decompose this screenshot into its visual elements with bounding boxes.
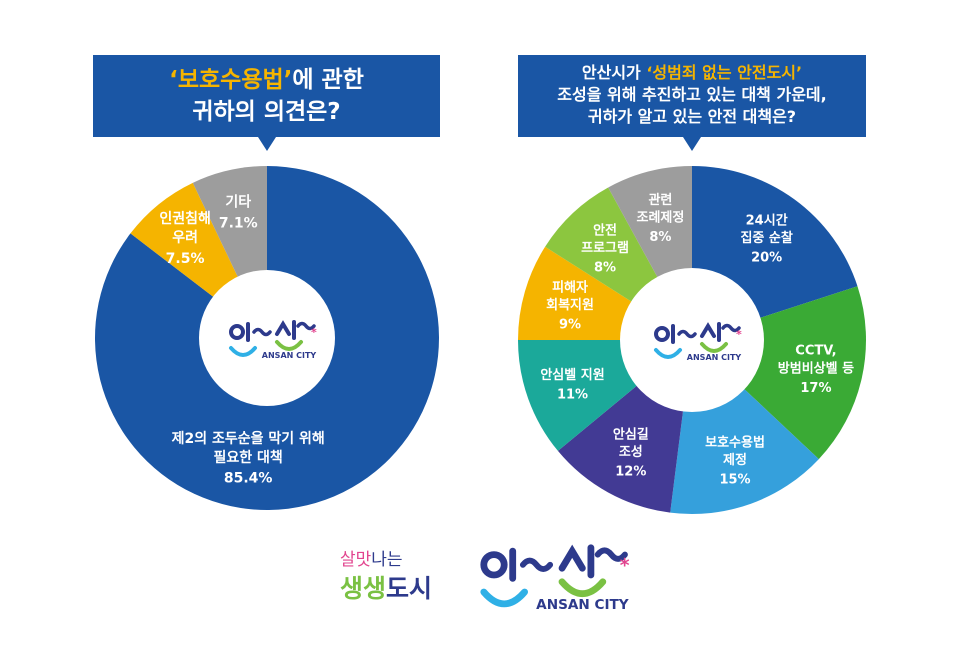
slice-label: 조성 <box>619 445 643 460</box>
right-title-pre: 안산시가 <box>581 63 647 82</box>
svg-text:*: * <box>620 556 630 577</box>
slice-value-label: 7.5% <box>166 251 205 267</box>
slogan-pink: 살맛 <box>340 550 372 570</box>
right-title-line3: 귀하가 알고 있는 안전 대책은? <box>587 107 797 126</box>
slice-label: 안심벨 지원 <box>540 367 604 383</box>
slice-label: 제정 <box>723 452 747 468</box>
center-logo: * ANSAN CITY <box>229 320 317 360</box>
slice-value-label: 8% <box>649 230 671 245</box>
slice-label: 방범비상벨 등 <box>778 360 854 376</box>
slice-value-label: 8% <box>594 261 616 276</box>
slice-label: 보호수용법 <box>705 434 765 450</box>
slice-value-label: 17% <box>800 381 831 396</box>
left-title-rest: 에 관한 <box>292 67 364 93</box>
slice-label: 집중 순찰 <box>740 230 792 246</box>
center-logo: * ANSAN CITY <box>654 322 742 362</box>
slogan-navy: 나는 <box>371 550 403 570</box>
slice-label: 24시간 <box>746 212 788 228</box>
slice-value-label: 12% <box>615 464 646 479</box>
slice-label: 프로그램 <box>581 241 629 256</box>
right-title-highlight: ‘성범죄 없는 안전도시’ <box>646 63 803 82</box>
slice-value-label: 11% <box>557 387 588 402</box>
slice-value-label: 20% <box>751 250 782 265</box>
slice-label: 기타 <box>225 195 251 211</box>
slice-label: 안심길 <box>613 426 649 442</box>
slice-value-label: 15% <box>719 473 750 488</box>
slice-label: 조례제정 <box>636 210 684 226</box>
slogan2-green: 생생 <box>340 574 387 603</box>
right-question-box: 안산시가 ‘성범죄 없는 안전도시’ 조성을 위해 추진하고 있는 대책 가운데… <box>518 55 866 151</box>
left-title-line2: 귀하의 의견은? <box>192 99 341 125</box>
left-title-highlight: ‘보호수용법’ <box>169 67 293 93</box>
right-title-line2: 조성을 위해 추진하고 있는 대책 가운데, <box>557 85 827 104</box>
slice-label: 안전 <box>593 222 617 238</box>
slice-label: 우려 <box>172 229 198 246</box>
slice-label: 관련 <box>648 192 672 208</box>
logo-subtext: ANSAN CITY <box>687 353 742 362</box>
slice-value-label: 7.1% <box>219 216 258 232</box>
donut-hole <box>199 270 335 406</box>
slice-label: 회복지원 <box>546 297 594 313</box>
slice-label: CCTV, <box>795 344 836 359</box>
left-question-box: ‘보호수용법’에 관한 귀하의 의견은? <box>93 55 440 151</box>
slice-value-label: 9% <box>559 318 581 333</box>
svg-text:*: * <box>736 328 742 341</box>
logo-subtext: ANSAN CITY <box>262 351 317 360</box>
slogan2-navy: 도시 <box>386 574 433 603</box>
slice-label: 필요한 대책 <box>214 449 283 466</box>
slice-label: 인권침해 <box>159 210 211 227</box>
slice-label: 제2의 조두순을 막기 위해 <box>172 430 325 447</box>
slice-label: 피해자 <box>552 280 588 296</box>
slice-value-label: 85.4% <box>224 471 273 487</box>
donut-hole <box>620 268 764 412</box>
svg-text:*: * <box>311 326 317 339</box>
footer-logo: * ANSAN CITY <box>480 544 630 613</box>
logo-subtext: ANSAN CITY <box>536 597 629 613</box>
